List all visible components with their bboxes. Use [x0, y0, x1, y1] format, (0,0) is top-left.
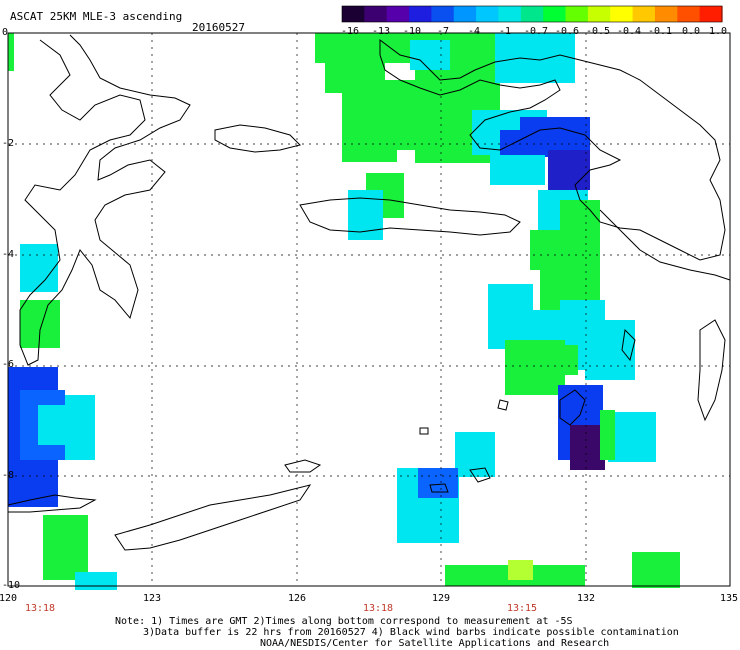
- coastline: [429, 483, 449, 493]
- colorbar-label: -4: [467, 26, 481, 37]
- colorbar-label: -0.7: [523, 26, 549, 37]
- colorbar-label: -0.5: [585, 26, 611, 37]
- lat-label-10: -10: [2, 580, 21, 591]
- colorbar-label: -7: [436, 26, 450, 37]
- note-line-3: NOAA/NESDIS/Center for Satellite Applica…: [260, 638, 610, 649]
- coastline: [299, 197, 521, 236]
- wind-cell: [75, 572, 117, 590]
- wind-cell: [325, 63, 385, 93]
- coastline: [7, 494, 97, 513]
- time-label: 13:18: [24, 603, 56, 614]
- coastline: [19, 34, 191, 366]
- wind-cell: [500, 130, 525, 155]
- wind-cell: [20, 300, 60, 348]
- coastline: [419, 427, 429, 435]
- coastline: [469, 467, 491, 483]
- coastline: [284, 459, 322, 473]
- wind-cell: [490, 155, 545, 185]
- page-title: ASCAT 25KM MLE-3 ascending: [10, 10, 183, 23]
- colorbar-swatch: [409, 6, 433, 22]
- colorbar-swatch: [364, 6, 388, 22]
- wind-cell: [495, 33, 575, 83]
- wind-cell: [455, 432, 495, 477]
- wind-cell: [570, 425, 605, 470]
- wind-cell: [410, 40, 450, 70]
- lat-label-2: -2: [2, 138, 15, 149]
- coastline: [214, 124, 301, 153]
- colorbar-label: -13: [371, 26, 391, 37]
- colorbar-swatch: [431, 6, 455, 22]
- wind-cell: [608, 412, 656, 462]
- colorbar-swatch: [632, 6, 656, 22]
- wind-cell: [530, 230, 565, 270]
- colorbar-swatch: [677, 6, 701, 22]
- lon-label-120: 120: [0, 593, 18, 604]
- coastline: [497, 399, 509, 411]
- coastlines: [7, 34, 731, 551]
- map-frame: [7, 32, 731, 587]
- colorbar-swatch: [654, 6, 678, 22]
- wind-cell: [585, 320, 635, 380]
- wind-cell: [20, 244, 58, 292]
- wind-cell: [600, 410, 615, 460]
- lon-label-132: 132: [576, 593, 596, 604]
- colorbar-swatch: [498, 6, 522, 22]
- colorbar-swatch: [342, 6, 365, 22]
- wind-cell: [548, 150, 590, 190]
- colorbar-label: 0.0: [681, 26, 701, 37]
- colorbar-swatch: [610, 6, 634, 22]
- colorbar-swatch: [565, 6, 589, 22]
- colorbar-swatch: [543, 6, 567, 22]
- wind-cell: [342, 92, 397, 162]
- wind-cell: [38, 405, 68, 445]
- coastline: [379, 39, 726, 261]
- colorbar-frame: [341, 5, 723, 23]
- wind-cell: [8, 33, 14, 71]
- time-label: 13:15: [506, 603, 538, 614]
- lon-label-123: 123: [142, 593, 162, 604]
- note-line-2: 3)Data buffer is 22 hrs from 20160527 4)…: [143, 627, 679, 638]
- lat-label-4: -4: [2, 249, 15, 260]
- note-line-1: Note: 1) Times are GMT 2)Times along bot…: [115, 616, 573, 627]
- colorbar-swatch: [699, 6, 723, 22]
- date-label: 20160527: [192, 21, 245, 34]
- colorbar-swatch: [587, 6, 611, 22]
- lat-label-6: -6: [2, 359, 15, 370]
- colorbar-label: -0.6: [554, 26, 580, 37]
- colorbar-swatch: [476, 6, 500, 22]
- colorbar-label: 1.0: [708, 26, 728, 37]
- wind-cell: [348, 190, 383, 240]
- time-label: 13:18: [362, 603, 394, 614]
- lon-label-129: 129: [431, 593, 451, 604]
- wind-cell: [43, 515, 88, 580]
- colorbar-swatch: [386, 6, 410, 22]
- colorbar-swatch: [453, 6, 477, 22]
- lon-label-126: 126: [287, 593, 307, 604]
- coastline: [599, 209, 731, 281]
- colorbar: [341, 5, 723, 23]
- wind-cell: [315, 33, 415, 63]
- lat-lon-grid: [8, 33, 730, 586]
- lat-label-8: -8: [2, 470, 15, 481]
- colorbar-label: -0.1: [647, 26, 673, 37]
- wind-cell: [508, 560, 533, 580]
- coastline: [697, 319, 726, 422]
- colorbar-label: -16: [340, 26, 360, 37]
- colorbar-label: -10: [402, 26, 422, 37]
- lon-label-135: 135: [719, 593, 739, 604]
- wind-data-cells: [8, 33, 680, 590]
- lat-label-0: 0: [2, 27, 9, 38]
- wind-cell: [548, 345, 578, 375]
- wind-cell: [418, 468, 458, 498]
- coastline: [114, 484, 312, 551]
- coastline: [559, 389, 586, 426]
- colorbar-label: -1: [498, 26, 512, 37]
- colorbar-swatch: [520, 6, 544, 22]
- coastline: [621, 328, 636, 362]
- colorbar-label: -0.4: [616, 26, 642, 37]
- wind-cell: [632, 552, 680, 588]
